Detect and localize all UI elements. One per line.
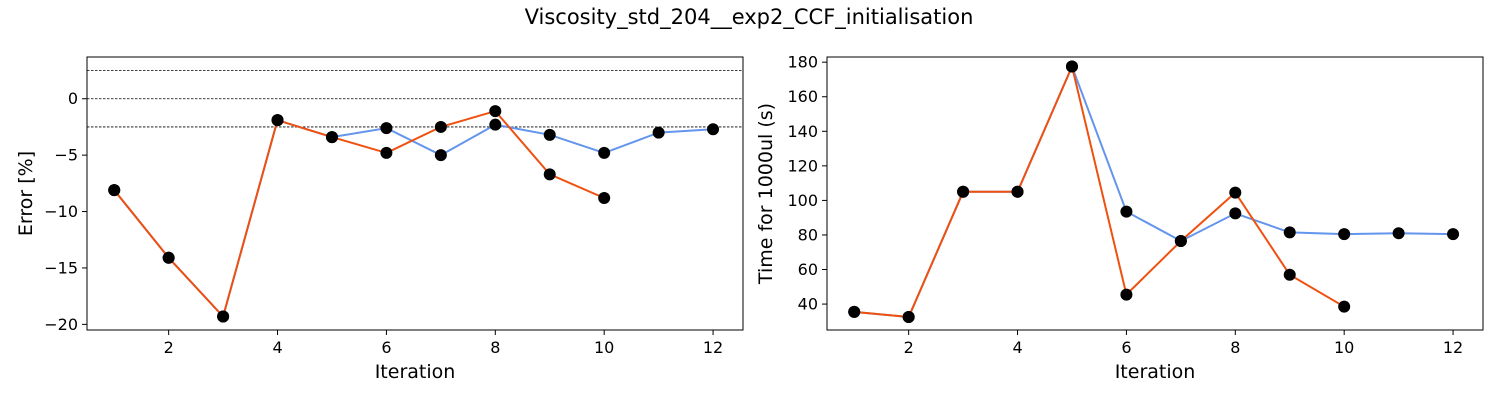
time-panel: 2 4 6 8 10 12 40 60 80 100 120 140 160 180 Iteration Ti… (755, 53, 1484, 383)
x-tick-label: 10 (594, 338, 614, 357)
data-point (162, 251, 175, 264)
data-point (108, 184, 121, 197)
x-axis-label: Iteration (375, 361, 456, 383)
data-point (1283, 226, 1296, 239)
data-point (489, 118, 502, 131)
data-point (1392, 227, 1405, 240)
y-tick-label: −15 (44, 258, 78, 277)
series-line-1 (113, 109, 605, 319)
data-point (1338, 300, 1351, 313)
data-point (1229, 186, 1242, 199)
data-point (957, 185, 970, 198)
data-point (848, 305, 861, 318)
axes-frame (826, 56, 1484, 331)
y-tick-label: −5 (54, 146, 78, 165)
data-point (380, 122, 393, 135)
data-point (543, 168, 556, 181)
x-tick-label: 2 (904, 338, 914, 357)
y-tick-label: 40 (798, 295, 818, 314)
y-tick-label: 160 (787, 87, 818, 106)
data-point (434, 149, 447, 162)
data-point (325, 131, 338, 144)
data-point (707, 123, 720, 136)
error-panel: 2 4 6 8 10 12 −20 −15 −10 −5 0 Iteration Error [%] (15, 56, 744, 383)
data-point (1229, 207, 1242, 220)
data-point (434, 120, 447, 133)
y-tick-label: 0 (68, 89, 78, 108)
x-tick-label: 4 (272, 338, 282, 357)
data-point (1011, 185, 1024, 198)
axes-frame (86, 56, 744, 331)
data-point (543, 128, 556, 141)
data-point (1283, 268, 1296, 281)
x-tick-label: 4 (1012, 338, 1022, 357)
data-point (652, 126, 665, 139)
data-point (1174, 235, 1187, 248)
y-tick-label: 140 (787, 122, 818, 141)
x-tick-label: 10 (1334, 338, 1354, 357)
x-axis-label: Iteration (1115, 361, 1196, 383)
data-point (902, 311, 915, 324)
series-line-0 (113, 118, 714, 319)
x-tick-label: 6 (1121, 338, 1131, 357)
data-point (1338, 228, 1351, 241)
y-tick-label: 180 (787, 53, 818, 72)
y-axis-label: Time for 1000ul (s) (755, 103, 777, 285)
data-point (217, 310, 230, 323)
data-point (271, 114, 284, 127)
x-tick-label: 8 (490, 338, 500, 357)
y-tick-label: −20 (44, 315, 78, 334)
y-tick-label: 120 (787, 156, 818, 175)
data-point (1065, 60, 1078, 73)
y-tick-label: −10 (44, 202, 78, 221)
data-point (598, 146, 611, 159)
data-point (380, 146, 393, 159)
data-point (1120, 205, 1133, 218)
x-tick-label: 6 (381, 338, 391, 357)
y-axis-label: Error [%] (15, 151, 37, 236)
series-line-0 (854, 63, 1454, 319)
x-tick-label: 12 (703, 338, 723, 357)
x-tick-label: 8 (1230, 338, 1240, 357)
data-point (489, 105, 502, 118)
data-point (598, 192, 611, 205)
x-tick-label: 12 (1443, 338, 1463, 357)
data-point (1120, 288, 1133, 301)
figure-title: Viscosity_std_204__exp2_CCF_initialisati… (525, 5, 974, 30)
data-point (1447, 228, 1460, 241)
y-tick-label: 100 (787, 191, 818, 210)
x-tick-label: 2 (164, 338, 174, 357)
y-tick-label: 60 (798, 260, 818, 279)
series-line-1 (854, 63, 1345, 319)
y-tick-label: 80 (798, 225, 818, 244)
